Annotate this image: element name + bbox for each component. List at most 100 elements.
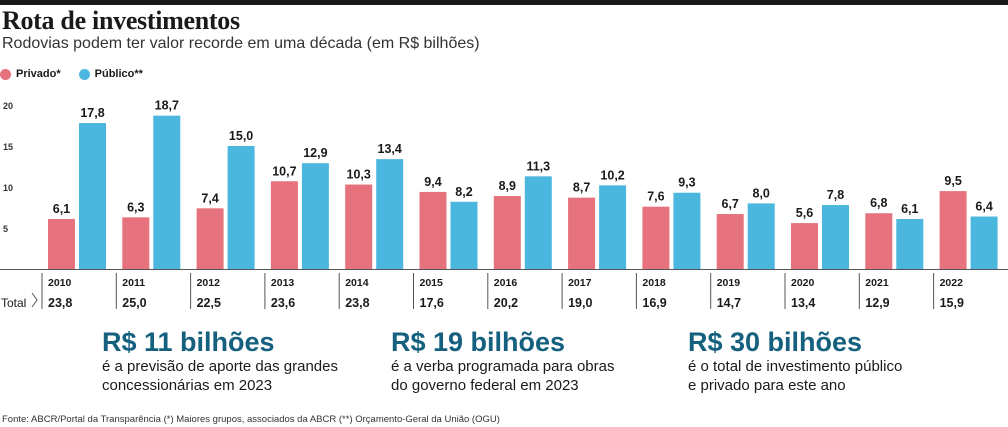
bar-private (196, 208, 224, 269)
year-label: 2014 (345, 277, 369, 289)
data-label-public: 6,4 (975, 200, 992, 214)
bar-private (568, 197, 596, 269)
y-tick-label: 5 (3, 224, 8, 234)
data-label-public: 7,8 (827, 188, 844, 202)
chart-subtitle: Rodovias podem ter valor recorde em uma … (2, 35, 480, 52)
data-label-public: 12,9 (303, 146, 327, 160)
year-label: 2015 (420, 277, 444, 289)
highlight-1: R$ 11 bilhões é a previsão de aporte das… (102, 327, 338, 395)
total-value: 15,9 (940, 296, 964, 310)
year-label: 2011 (122, 277, 145, 289)
bar-public (153, 115, 181, 269)
data-label-public: 18,7 (155, 99, 179, 113)
data-label-public: 8,2 (455, 185, 472, 199)
data-label-private: 7,4 (201, 191, 218, 205)
total-value: 12,9 (865, 296, 889, 310)
highlight-2-line-2: do governo federal em 2023 (391, 377, 579, 394)
legend-item-public: Público** (78, 68, 143, 80)
total-value: 22,5 (197, 296, 221, 310)
data-label-private: 5,6 (796, 206, 813, 220)
bar-private (642, 206, 670, 269)
total-value: 23,8 (345, 296, 369, 310)
year-label: 2021 (865, 277, 889, 289)
year-label: 2016 (494, 277, 518, 289)
highlight-1-line-2: concessionárias em 2023 (102, 377, 273, 394)
highlight-3-line-2: e privado para este ano (688, 377, 846, 394)
highlight-1-value: R$ 11 bilhões (102, 327, 275, 357)
source-note: Fonte: ABCR/Portal da Transparência (*) … (2, 414, 500, 425)
y-tick-label: 20 (3, 101, 13, 111)
private-swatch-icon (0, 68, 11, 80)
data-label-private: 6,3 (127, 200, 144, 214)
highlight-2: R$ 19 bilhões é a verba programada para … (391, 327, 614, 395)
data-label-public: 11,3 (526, 159, 550, 173)
data-label-private: 10,7 (272, 164, 296, 178)
bar-public (822, 205, 849, 269)
data-label-public: 15,0 (229, 129, 253, 143)
data-label-private: 6,1 (53, 202, 70, 216)
data-label-private: 7,6 (647, 190, 664, 204)
bar-private (716, 214, 744, 269)
bar-private (493, 196, 521, 269)
y-tick-label: 10 (3, 183, 13, 193)
bar-private (270, 181, 298, 269)
bar-public (301, 163, 329, 269)
legend-label-private: Privado* (16, 68, 61, 80)
bar-private (345, 184, 373, 269)
year-label: 2018 (642, 277, 666, 289)
data-label-public: 6,1 (901, 202, 918, 216)
bar-public (970, 216, 998, 269)
data-label-private: 6,7 (722, 197, 739, 211)
total-value: 20,2 (494, 296, 518, 310)
highlight-3-value: R$ 30 bilhões (688, 327, 863, 357)
total-value: 17,6 (420, 296, 444, 310)
data-label-private: 9,5 (944, 174, 961, 188)
bar-public (227, 146, 255, 269)
total-row-label: Total (1, 296, 26, 310)
highlight-1-line-1: é a previsão de aporte das grandes (102, 358, 338, 375)
bar-public (450, 201, 478, 269)
data-label-private: 9,4 (424, 175, 441, 189)
highlight-2-value: R$ 19 bilhões (391, 327, 566, 357)
bar-public (524, 176, 552, 269)
bar-private (791, 223, 818, 269)
bar-private (865, 213, 893, 269)
year-label: 2017 (568, 277, 592, 289)
total-value: 23,6 (271, 296, 295, 310)
bar-private (48, 218, 75, 269)
year-label: 2022 (940, 277, 964, 289)
total-value: 23,8 (48, 296, 72, 310)
data-label-private: 8,7 (573, 181, 590, 195)
data-label-public: 17,8 (80, 106, 104, 120)
highlight-3-line-1: é o total de investimento público (688, 358, 903, 375)
top-rule (0, 0, 1008, 5)
total-value: 16,9 (642, 296, 666, 310)
total-value: 25,0 (122, 296, 146, 310)
year-label: 2013 (271, 277, 295, 289)
year-label: 2019 (717, 277, 741, 289)
legend: Privado* Público** (0, 68, 143, 80)
y-tick-label: 15 (3, 142, 13, 152)
data-label-public: 13,4 (378, 142, 402, 156)
bar-chart: 5 10 15 20 6,1 17,8 2010 23,8 6,3 18,7 2011 25,0 7,4… (0, 99, 1008, 310)
total-value: 14,7 (717, 296, 741, 310)
bar-private (939, 191, 967, 269)
year-label: 2020 (791, 277, 815, 289)
legend-label-public: Público** (94, 68, 143, 80)
data-label-public: 9,3 (678, 176, 695, 190)
data-label-public: 8,0 (753, 186, 770, 200)
data-label-private: 8,9 (499, 179, 516, 193)
bar-public (599, 185, 627, 269)
highlight-2-line-1: é a verba programada para obras (391, 358, 615, 375)
public-swatch-icon (78, 68, 90, 80)
data-label-public: 10,2 (600, 168, 624, 182)
chart-title: Rota de investimentos (2, 6, 240, 35)
data-label-private: 10,3 (347, 168, 371, 182)
bar-private (122, 217, 150, 269)
bar-private (419, 191, 447, 269)
legend-item-private: Privado* (0, 68, 61, 80)
year-label: 2012 (197, 277, 221, 289)
total-value: 13,4 (791, 296, 815, 310)
bar-public (747, 203, 775, 269)
bar-public (79, 123, 106, 269)
